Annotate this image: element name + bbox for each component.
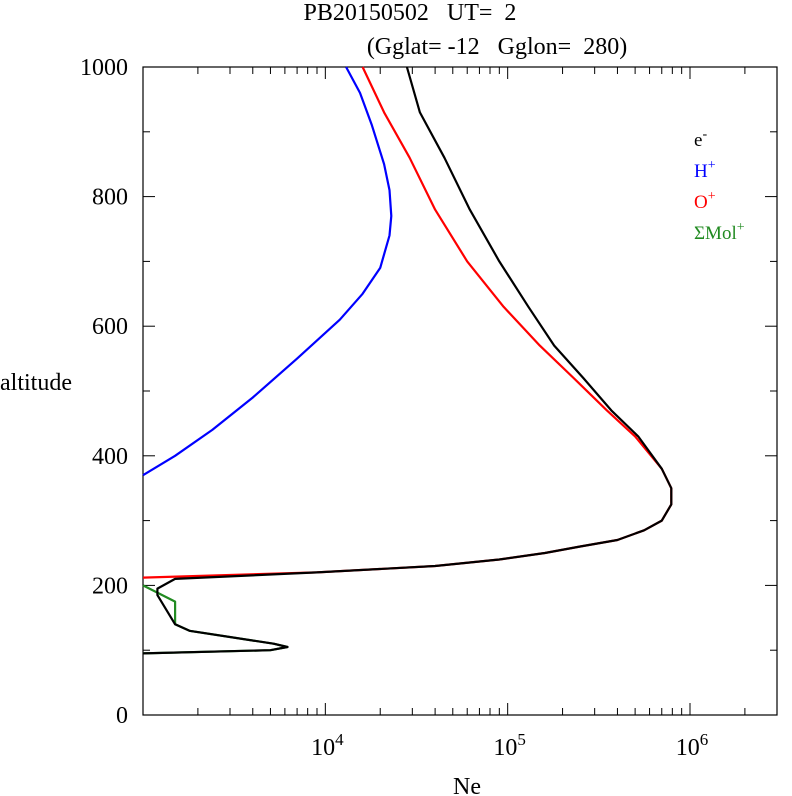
x-tick-exponent: 5 (517, 730, 526, 749)
x-tick-base: 10 (493, 735, 517, 761)
y-tick-label: 1000 (80, 55, 128, 81)
legend-entry: H+ (694, 158, 716, 182)
y-axis-title: altitude (0, 370, 72, 396)
x-tick-label: 106 (676, 730, 709, 761)
x-tick-label: 104 (311, 730, 344, 761)
legend-entry: e- (694, 127, 707, 151)
y-tick-label: 800 (92, 185, 128, 211)
chart-title-line1: PB20150502 UT= 2 (304, 0, 517, 26)
y-tick-label: 0 (116, 703, 128, 729)
x-tick-exponent: 4 (335, 730, 344, 749)
x-tick-exponent: 6 (700, 730, 709, 749)
x-tick-label: 105 (493, 730, 526, 761)
series-line-2 (142, 66, 673, 579)
x-tick-base: 10 (311, 735, 335, 761)
y-tick-label: 600 (92, 314, 128, 340)
legend-entry: ΣMol+ (694, 220, 745, 244)
x-tick-base: 10 (676, 735, 700, 761)
plot-frame (142, 66, 778, 716)
series-line-3 (142, 66, 673, 655)
series-line-1 (142, 66, 393, 477)
x-axis-title: Ne (453, 774, 481, 796)
chart-title-line2: (Gglat= -12 Gglon= 280) (367, 34, 627, 60)
legend-entry: O+ (694, 189, 716, 213)
y-tick-label: 200 (92, 573, 128, 599)
y-tick-label: 400 (92, 444, 128, 470)
